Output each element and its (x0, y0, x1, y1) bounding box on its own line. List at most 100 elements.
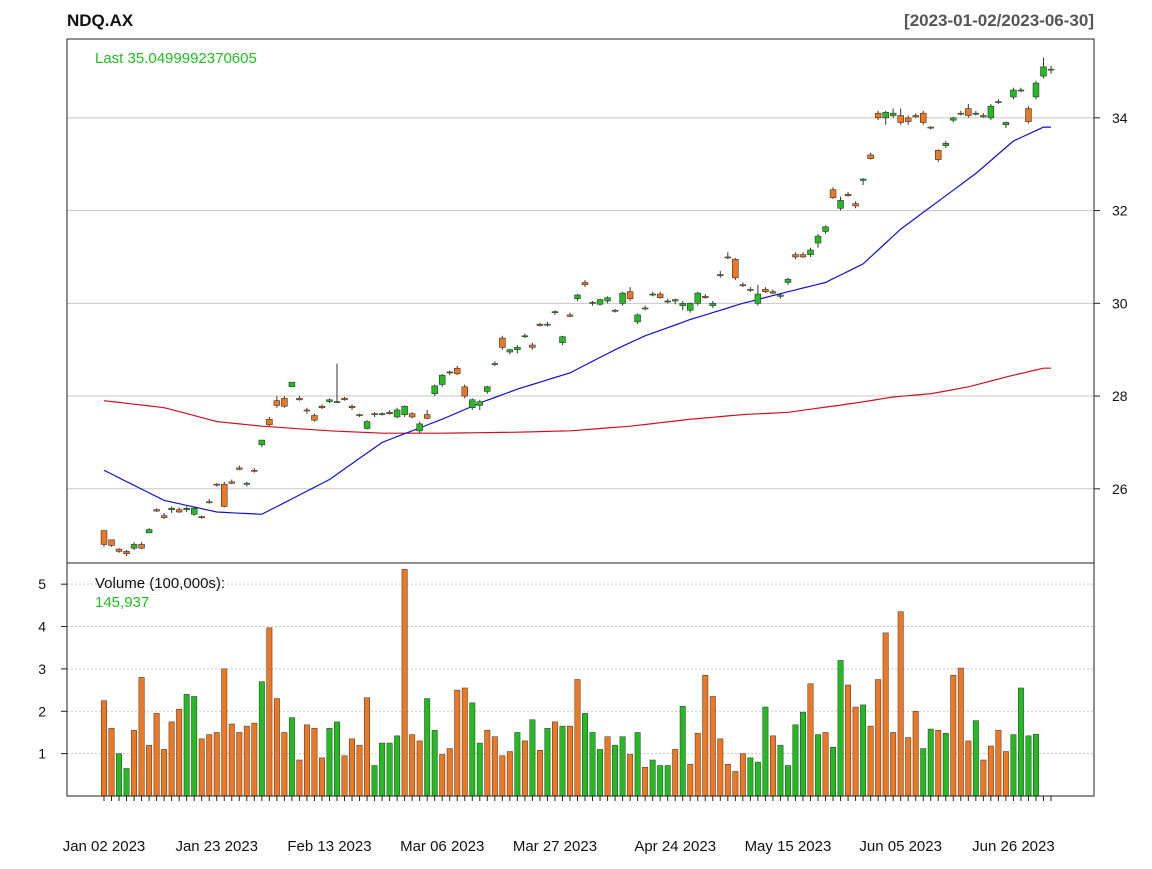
volume-bar (431, 730, 438, 797)
candle (1017, 87, 1025, 93)
candle-body (822, 226, 829, 232)
candle (656, 291, 664, 299)
x-tick-label: Jun 26 2023 (972, 838, 1055, 855)
volume-last-value: 145,937 (95, 594, 149, 611)
candle (551, 310, 559, 315)
candle (108, 539, 115, 547)
volume-bar (476, 742, 483, 797)
candle-body (484, 386, 491, 392)
volume-bar (995, 730, 1002, 797)
candle (897, 108, 904, 125)
candle (130, 542, 138, 551)
candle (100, 530, 108, 547)
candle (318, 404, 326, 410)
candle-body (213, 483, 220, 486)
volume-bar (386, 742, 393, 797)
candle-body (596, 299, 604, 305)
candle-body (371, 413, 378, 415)
candle-body (799, 254, 807, 258)
candle (348, 404, 356, 410)
volume-bar (950, 675, 957, 797)
candle-body (732, 258, 739, 279)
volume-bar (446, 748, 453, 797)
volume-bar (198, 738, 205, 797)
candle-body (589, 302, 596, 304)
volume-bar (319, 757, 325, 797)
candle-body (641, 307, 649, 310)
volume-bar (101, 700, 107, 797)
ma-long-line (103, 367, 1051, 434)
candle-body (694, 292, 701, 304)
volume-bar (138, 677, 145, 797)
candle-body (889, 112, 897, 116)
candle (807, 247, 814, 257)
candle-body (273, 400, 281, 406)
volume-bar (815, 734, 821, 797)
candle-body (318, 405, 326, 408)
volume-bar (551, 721, 558, 797)
volume-bar (499, 755, 506, 797)
candle-body (183, 507, 190, 510)
volume-bar (491, 736, 498, 797)
volume-bar (484, 730, 491, 797)
candle-body (281, 398, 288, 407)
candle (867, 152, 874, 160)
volume-bar (536, 749, 543, 797)
volume-bar (980, 759, 987, 797)
candle-body (393, 409, 401, 418)
candle (942, 141, 950, 148)
x-tick-label: Feb 13 2023 (287, 838, 371, 855)
candle (1025, 106, 1032, 124)
candle-body (957, 112, 965, 115)
candle-body (258, 439, 266, 446)
candle (175, 507, 183, 513)
candle-body (844, 194, 852, 197)
volume-bar (356, 744, 363, 797)
volume-bar (972, 720, 979, 797)
candle (536, 322, 544, 327)
volume-bar (559, 725, 566, 797)
volume-bar (754, 761, 761, 797)
candle (476, 399, 484, 410)
candle-body (378, 413, 386, 415)
candle (303, 407, 311, 414)
volume-bar (837, 660, 844, 797)
candle-body (491, 363, 499, 365)
volume-bar (371, 765, 378, 797)
volume-bar (243, 725, 250, 797)
candle (198, 515, 205, 519)
volume-bar (597, 749, 604, 797)
candle (581, 280, 589, 288)
candle-body (138, 544, 145, 549)
candle (822, 225, 829, 234)
candle (574, 294, 581, 301)
candle-body (581, 282, 589, 286)
candle (1032, 80, 1040, 100)
candle-body (1032, 82, 1040, 98)
candle-body (912, 115, 919, 118)
volume-bar (777, 744, 784, 797)
candle-body (769, 291, 777, 294)
volume-bar (612, 744, 619, 797)
candle (243, 481, 251, 487)
candle (754, 284, 762, 306)
volume-bar (927, 728, 934, 797)
candle (784, 277, 792, 285)
volume-bar (273, 698, 280, 797)
candle (236, 465, 243, 471)
candle (544, 321, 551, 327)
candle (506, 348, 514, 355)
volume-panel-border (66, 562, 1095, 797)
candle-body (544, 323, 551, 326)
volume-bar (664, 765, 671, 797)
volume-bar (236, 732, 243, 797)
candles-layer (100, 57, 1055, 557)
volume-bar (506, 751, 513, 797)
candle-body (634, 314, 641, 323)
x-tick-label: Mar 27 2023 (513, 838, 597, 855)
candle-body (205, 501, 213, 504)
volume-bar (288, 717, 295, 797)
candle-body (829, 189, 837, 198)
volume-tick-label: 3 (38, 661, 46, 677)
candle (919, 110, 927, 125)
